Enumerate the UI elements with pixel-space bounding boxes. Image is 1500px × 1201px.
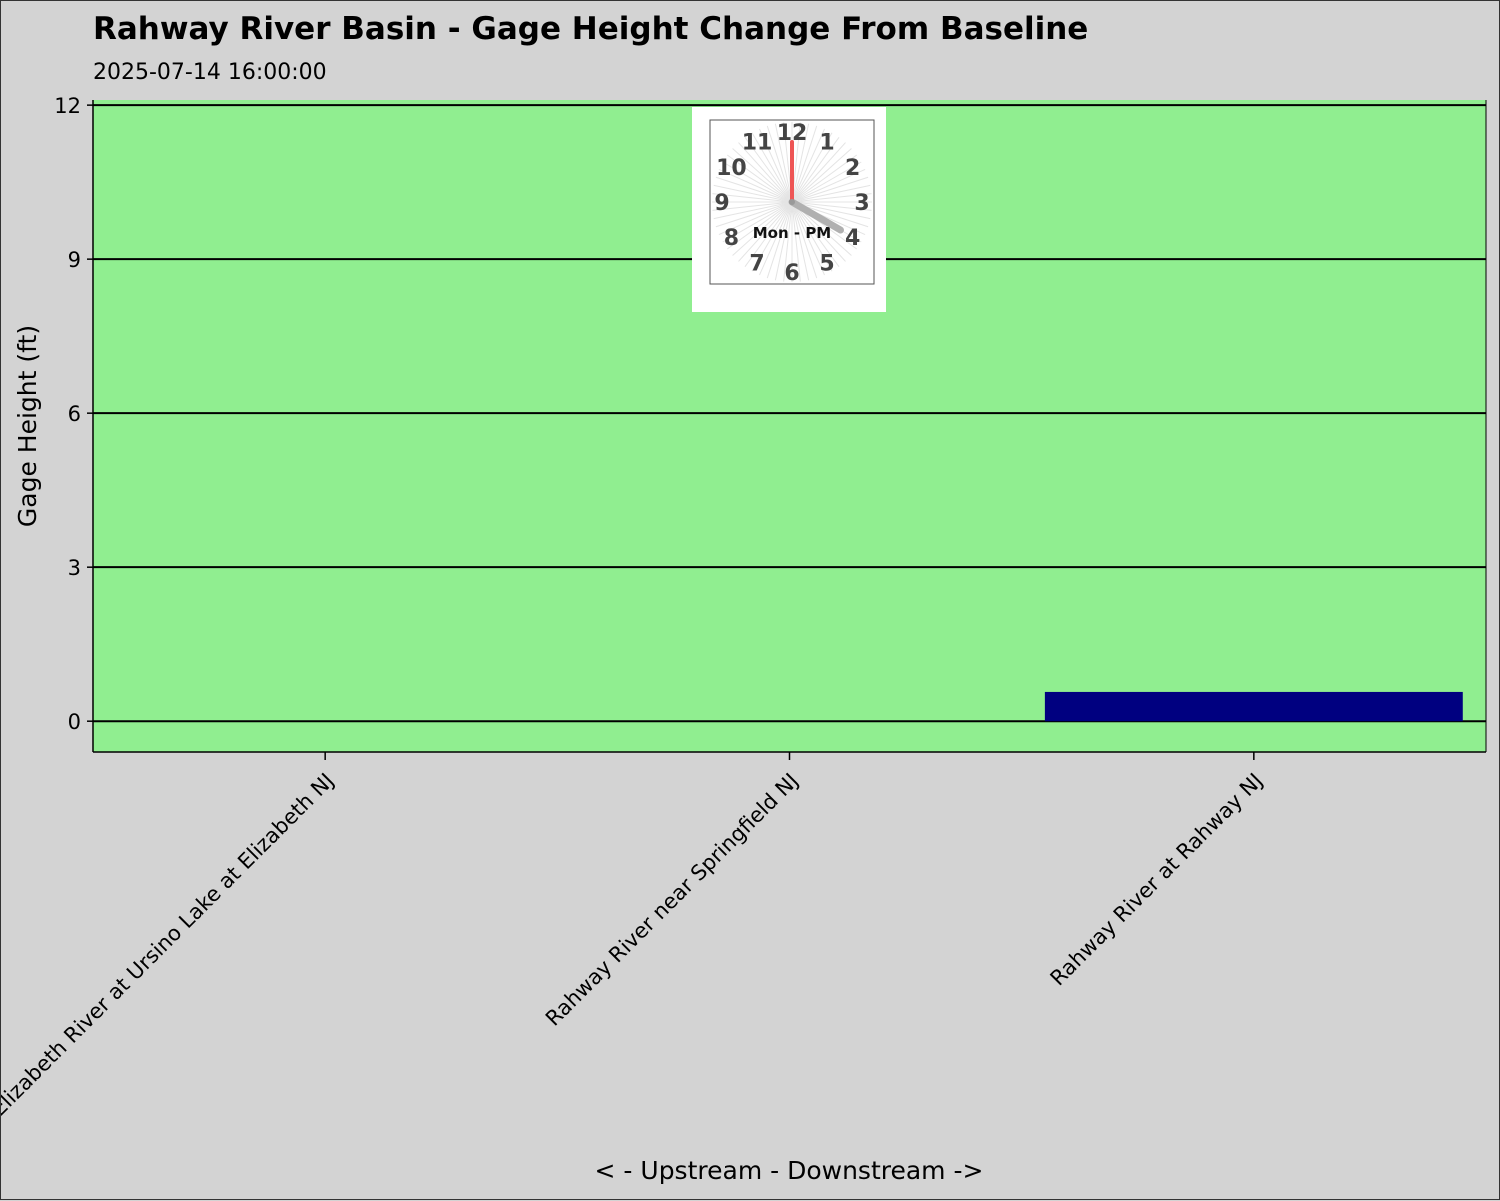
clock-hub <box>789 199 795 205</box>
clock-ray <box>718 169 793 203</box>
clock-day-label: Mon - PM <box>753 224 832 242</box>
clock-ray <box>726 201 793 250</box>
x-tick-labels: Elizabeth River at Ursino Lake at Elizab… <box>1 752 1267 1121</box>
clock-ray <box>715 176 793 203</box>
clock-ray <box>791 201 801 282</box>
clock-ray <box>744 201 793 268</box>
clock-ray <box>712 193 793 203</box>
clock-number: 8 <box>724 226 739 251</box>
y-tick-labels: 0 3 6 9 12 <box>54 94 93 734</box>
clock-ray <box>738 142 793 203</box>
clock-ray <box>751 132 793 203</box>
clock-ray <box>791 201 810 281</box>
clock-number: 1 <box>819 130 834 155</box>
clock-ray <box>738 201 793 262</box>
clock-ray <box>722 201 793 243</box>
clock-ray <box>732 148 793 203</box>
clock-number: 11 <box>742 130 773 155</box>
clock-ray <box>713 184 793 203</box>
clock-number: 2 <box>845 156 860 181</box>
y-axis-label: Gage Height (ft) <box>13 325 42 527</box>
clock-ray <box>766 201 793 279</box>
x-axis-label: < - Upstream - Downstream -> <box>595 1156 984 1185</box>
clock-number: 6 <box>784 261 799 286</box>
clock-ray <box>791 142 846 203</box>
clock-ray <box>791 132 833 203</box>
clock-ray <box>791 154 858 203</box>
clock-ray <box>791 201 833 272</box>
x-tick-label: Elizabeth River at Ursino Lake at Elizab… <box>1 769 339 1121</box>
clock-ray <box>791 123 810 203</box>
clock-ray <box>718 201 793 235</box>
y-tick-label: 9 <box>68 248 81 272</box>
x-tick-label: Rahway River at Rahway NJ <box>1046 769 1268 991</box>
clock-ray <box>751 201 793 272</box>
clock-hands <box>788 140 844 234</box>
clock-ray <box>791 148 852 203</box>
y-tick-label: 12 <box>54 94 81 118</box>
bar <box>1044 691 1463 722</box>
clock-ray <box>732 201 793 256</box>
bar-series <box>1044 691 1463 722</box>
clock-number: 7 <box>749 252 764 277</box>
clock-ray <box>766 125 793 203</box>
clock-ray <box>791 201 871 220</box>
clock-ray <box>791 201 846 262</box>
clock-ray <box>715 201 793 228</box>
y-tick-label: 3 <box>68 556 81 580</box>
clock-ray <box>791 201 872 211</box>
clock-ray <box>791 176 869 203</box>
clock-number: 10 <box>716 156 747 181</box>
y-tick-label: 0 <box>68 710 81 734</box>
clock-number: 5 <box>819 252 834 277</box>
chart-subtitle: 2025-07-14 16:00:00 <box>93 60 327 85</box>
clock-ray <box>774 123 793 203</box>
clock-ray <box>759 128 793 203</box>
clock-ray <box>791 201 818 279</box>
clock-ray <box>722 161 793 203</box>
clock-ray <box>791 201 825 276</box>
clock-ray <box>774 201 793 281</box>
clock-ray <box>783 201 793 282</box>
clock-ray <box>759 201 793 276</box>
clock-number: 9 <box>714 191 729 216</box>
clock-ray <box>791 201 840 268</box>
clock-ray <box>712 201 793 211</box>
clock-ray <box>791 128 825 203</box>
chart-title: Rahway River Basin - Gage Height Change … <box>93 11 1088 47</box>
clock-number: 4 <box>845 226 860 251</box>
clock-ray <box>791 161 862 203</box>
clock-ray <box>726 154 793 203</box>
clock-ray <box>791 184 871 203</box>
clock-number: 3 <box>854 191 869 216</box>
clock-ray <box>713 201 793 220</box>
clock-ray <box>791 169 866 203</box>
clock-ray <box>744 136 793 203</box>
clock-hour-hand <box>788 198 844 234</box>
x-tick-label: Rahway River near Springfield NJ <box>541 769 803 1031</box>
clock-ray <box>791 125 818 203</box>
y-tick-label: 6 <box>68 402 81 426</box>
clock-ray <box>791 136 840 203</box>
clock-ray <box>791 193 872 203</box>
